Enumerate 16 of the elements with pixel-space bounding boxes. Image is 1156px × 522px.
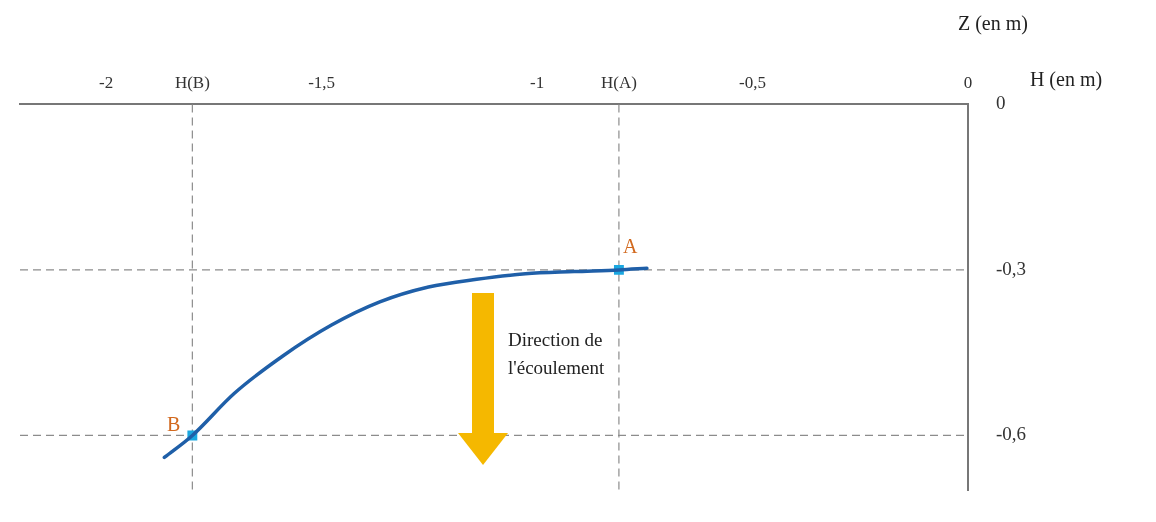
line-series: [162, 266, 649, 460]
x-tick-label: -1,5: [308, 72, 336, 92]
x-tick-label: 0: [963, 72, 973, 92]
y-tick-label: -0,6: [995, 423, 1026, 445]
x-tick-label: -1: [529, 72, 545, 92]
x-tick-label: -0,5: [739, 72, 766, 92]
x-tick-label: H(A): [600, 72, 637, 92]
y-tick-label: -0,3: [995, 257, 1026, 279]
x-tick-label: -2: [99, 72, 114, 92]
annotation: A: [622, 235, 638, 258]
x-tick-label: H(B): [174, 72, 210, 92]
annotation: B: [167, 412, 181, 435]
x-axis-title: H (en m): [1029, 67, 1103, 91]
y-axis-title: Z (en m): [957, 11, 1028, 35]
annotation: Direction de l'écoulement: [508, 328, 606, 380]
y-tick-label: 0: [995, 92, 1006, 114]
